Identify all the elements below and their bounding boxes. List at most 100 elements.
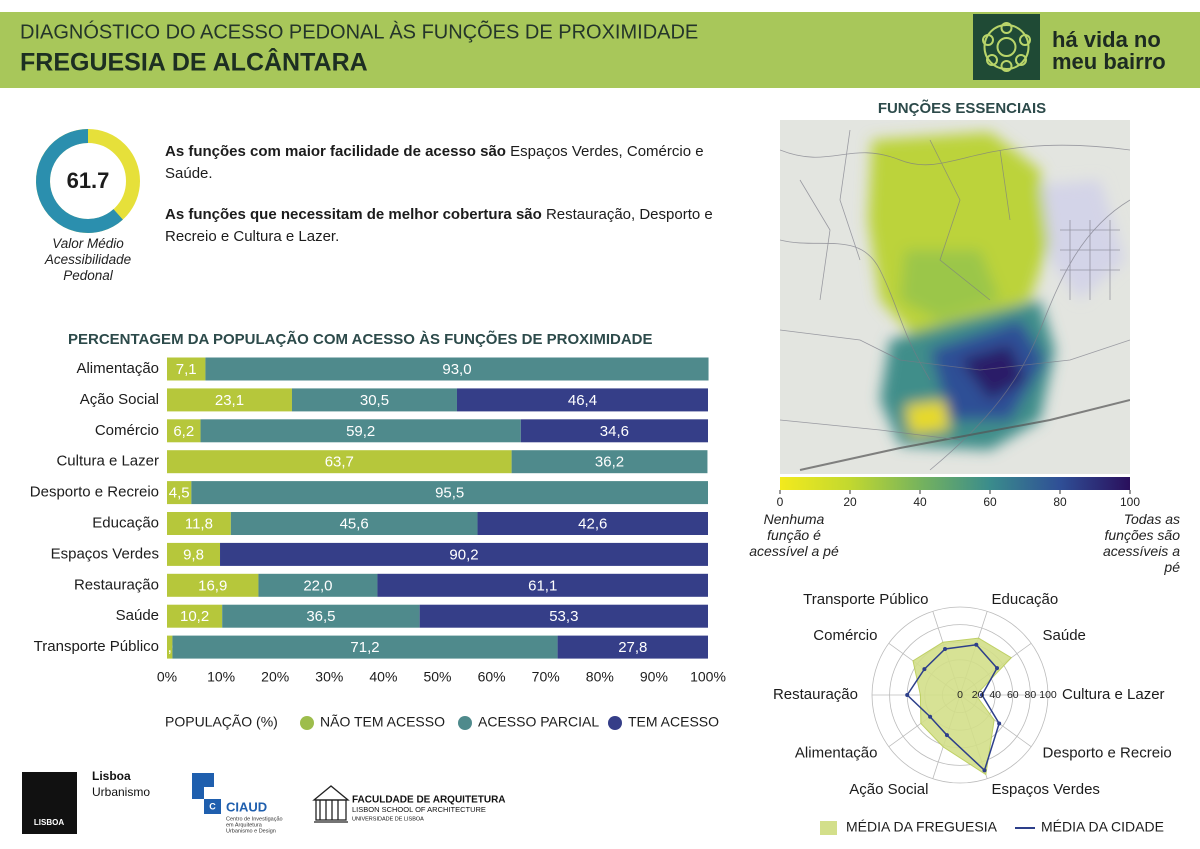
x-tick-label: 10%: [207, 669, 235, 685]
org-name: Urbanismo: [92, 785, 150, 799]
lisboa-logo-text: LISBOA: [34, 818, 64, 827]
category-label: Ação Social: [80, 391, 159, 408]
header-title: DIAGNÓSTICO DO ACESSO PEDONAL ÀS FUNÇÕES…: [20, 19, 698, 43]
bar-value-label: 9,8: [183, 546, 204, 563]
bar-segment: [419, 604, 708, 628]
summary-text: Espaços Verdes, Comércio e Saúde.: [165, 143, 704, 182]
radar-tick-label: 20: [972, 689, 984, 701]
bar-value-label: 53,3: [549, 608, 578, 625]
x-tick-label: 0%: [157, 669, 177, 685]
legend-label: NÃO TEM ACESSO: [320, 714, 445, 730]
chart-title: PERCENTAGEM DA POPULAÇÃO COM ACESSO ÀS F…: [68, 330, 653, 348]
bar-segment: [167, 388, 292, 412]
bar-segment: [167, 635, 173, 659]
radar-point: [974, 642, 979, 647]
map-title: FUNÇÕES ESSENCIAIS: [878, 99, 1046, 117]
legend-title: POPULAÇÃO (%): [165, 714, 278, 730]
radar-category-label: Educação: [992, 591, 1059, 608]
radar-category-label: Comércio: [813, 627, 877, 644]
radar-tick-label: 0: [957, 689, 963, 701]
radar-point: [928, 714, 933, 719]
category-label: Espaços Verdes: [51, 545, 159, 562]
radar-category-label: Alimentação: [795, 745, 878, 762]
bar-value-label: 63,7: [325, 454, 354, 471]
fa-name: UNIVERSIDADE DE LISBOA: [352, 816, 424, 822]
x-tick-label: 50%: [423, 669, 451, 685]
bar-segment: [222, 604, 420, 628]
summary-text: Restauração, Desporto e Recreio e Cultur…: [165, 206, 713, 245]
x-tick-label: 80%: [586, 669, 614, 685]
radar-tick-label: 60: [1007, 689, 1019, 701]
radar-point: [997, 721, 1002, 726]
ciaud-logo: [192, 773, 214, 799]
bar-segment: [291, 388, 457, 412]
bar-value-label: 45,6: [340, 515, 369, 532]
bar-segment: [477, 512, 708, 535]
radar-point: [995, 666, 1000, 671]
header-subtitle: FREGUESIA DE ALCÂNTARA: [20, 47, 368, 77]
colorbar-high-label: Todas as funções são acessíveis a pé: [1102, 511, 1180, 575]
bar-value-label: 90,2: [449, 546, 478, 563]
category-label: Cultura e Lazer: [56, 453, 159, 470]
bar-value-label: 22,0: [303, 577, 332, 594]
category-label: Desporto e Recreio: [30, 484, 159, 501]
brand-text: há vida no: [1052, 27, 1161, 52]
category-label: Comércio: [95, 422, 159, 439]
org-name: Lisboa: [92, 769, 131, 783]
colorbar-tick-label: 0: [777, 495, 784, 509]
x-tick-label: 70%: [532, 669, 560, 685]
colorbar: [780, 477, 1130, 490]
category-label: Alimentação: [76, 360, 159, 377]
radar-tick-label: 80: [1025, 689, 1037, 701]
bar-value-label: 71,2: [350, 639, 379, 656]
x-tick-label: 40%: [369, 669, 397, 685]
colorbar-low-label: Nenhuma função é acessível a pé: [749, 511, 839, 559]
bar-segment: [377, 573, 708, 597]
summary-paragraph: As funções que necessitam de melhor cobe…: [165, 204, 725, 248]
colorbar-tick-label: 20: [843, 495, 857, 509]
x-tick-label: 30%: [315, 669, 343, 685]
fa-logo: [312, 785, 350, 823]
donut-arc: [36, 129, 123, 233]
legend-swatch: [458, 716, 472, 730]
fa-name: LISBON SCHOOL OF ARCHITECTURE: [352, 805, 486, 814]
legend-swatch: [608, 716, 622, 730]
radar-category-label: Desporto e Recreio: [1043, 745, 1172, 762]
ciaud-logo: [204, 799, 221, 814]
legend-swatch: [300, 716, 314, 730]
summary-paragraph: As funções com maior facilidade de acess…: [165, 141, 725, 185]
radar-category-label: Ação Social: [849, 781, 928, 798]
bar-segment: [167, 419, 201, 443]
category-label: Educação: [92, 514, 159, 531]
bar-segment: [167, 604, 223, 628]
bar-value-label: 61,1: [528, 577, 557, 594]
bar-value-label: 30,5: [360, 392, 389, 409]
radar-point: [922, 667, 927, 672]
bar-segment: [557, 635, 708, 659]
bar-segment: [456, 388, 708, 412]
bar-segment: [230, 512, 478, 535]
legend-label: ACESSO PARCIAL: [478, 714, 599, 730]
bar-value-label: 59,2: [346, 423, 375, 440]
radar-point: [944, 733, 949, 738]
colorbar-tick-label: 80: [1053, 495, 1067, 509]
fa-name: FACULDADE DE ARQUITETURA: [352, 795, 506, 806]
ciaud-name: CIAUD: [226, 799, 267, 814]
x-tick-label: 60%: [478, 669, 506, 685]
bar-segment: [167, 357, 206, 381]
bar-value-label: 46,4: [568, 392, 597, 409]
bar-value-label: 42,6: [578, 515, 607, 532]
bar-segment: [167, 512, 231, 535]
radar-category-label: Cultura e Lazer: [1062, 686, 1165, 703]
bar-segment: [220, 542, 708, 566]
bar-segment: [172, 635, 558, 659]
lisboa-logo: [22, 772, 77, 834]
bar-value-label: 6,2: [173, 423, 194, 440]
bar-segment: [167, 481, 192, 505]
map: [780, 120, 1130, 474]
radar-tick-label: 40: [989, 689, 1001, 701]
legend-label: MÉDIA DA CIDADE: [1041, 819, 1164, 835]
radar-category-label: Restauração: [773, 686, 858, 703]
